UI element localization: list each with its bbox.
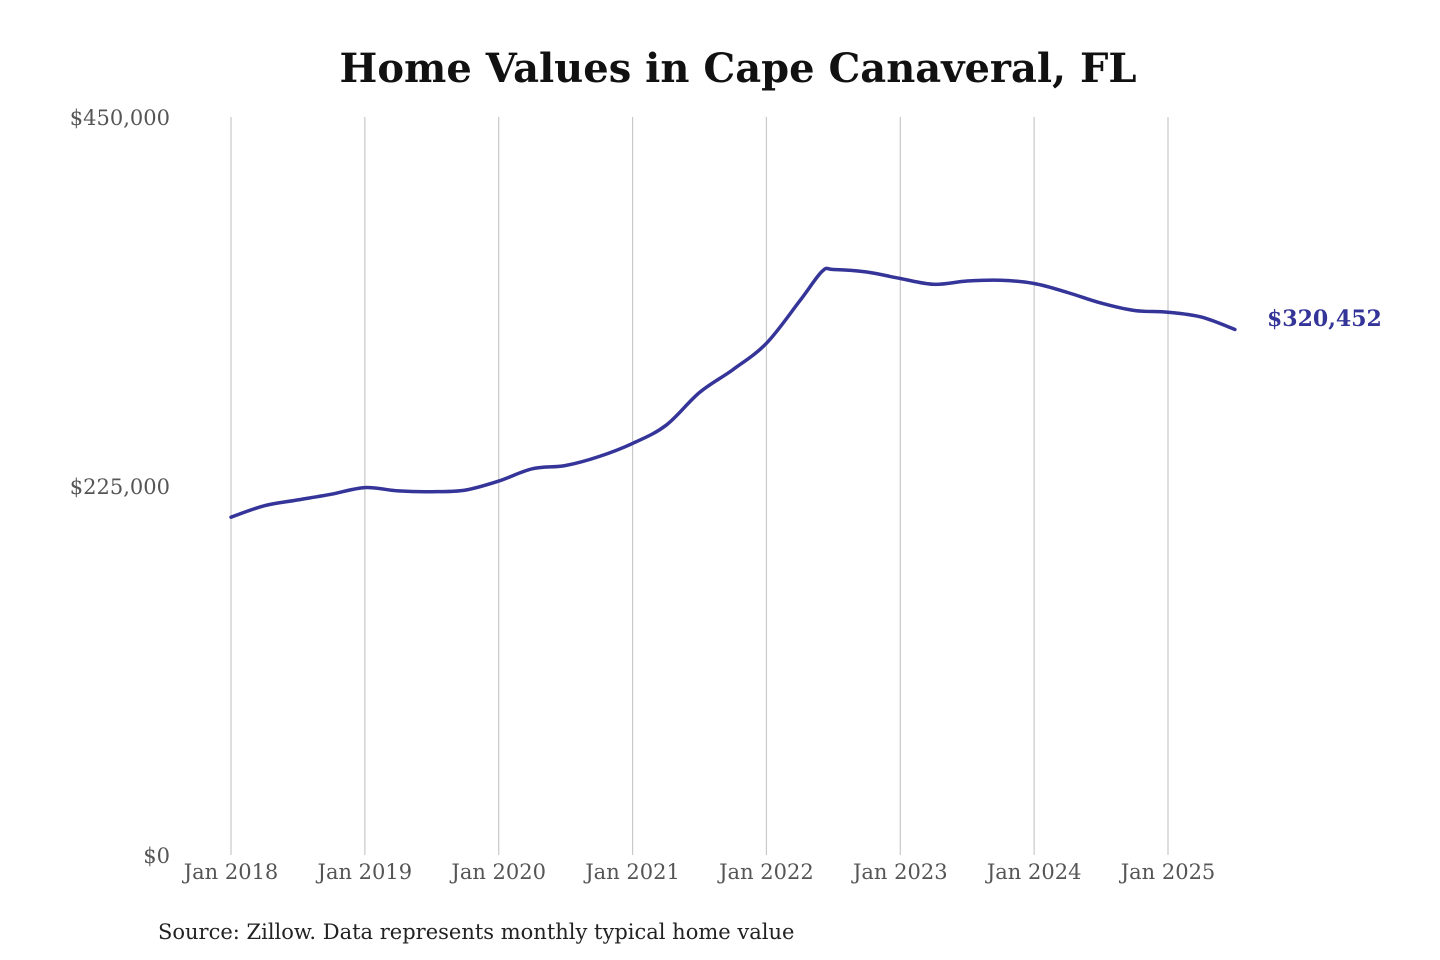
gridlines	[230, 117, 1169, 855]
x-axis-tick-labels: Jan 2018 Jan 2019 Jan 2020 Jan 2021 Jan 2022…	[182, 860, 1216, 884]
y-tick-label-2: $450,000	[70, 106, 170, 130]
y-axis-tick-labels: $0 $225,000 $450,000	[70, 106, 170, 868]
x-tick-label-4: Jan 2022	[717, 860, 814, 884]
series-layer	[229, 266, 1237, 519]
x-tick-label-1: Jan 2019	[316, 860, 413, 884]
x-tick-label-0: Jan 2018	[182, 860, 279, 884]
source-note: Source: Zillow. Data represents monthly …	[158, 920, 794, 944]
x-tick-label-3: Jan 2021	[583, 860, 680, 884]
end-value-label: $320,452	[1267, 306, 1382, 332]
series-line-0	[229, 266, 1237, 519]
y-tick-label-0: $0	[143, 844, 170, 868]
x-tick-label-6: Jan 2024	[985, 860, 1082, 884]
y-tick-label-1: $225,000	[70, 475, 170, 499]
x-tick-label-7: Jan 2025	[1119, 860, 1216, 884]
x-tick-label-5: Jan 2023	[851, 860, 948, 884]
chart-title: Home Values in Cape Canaveral, FL	[340, 45, 1137, 92]
x-tick-label-2: Jan 2020	[449, 860, 546, 884]
